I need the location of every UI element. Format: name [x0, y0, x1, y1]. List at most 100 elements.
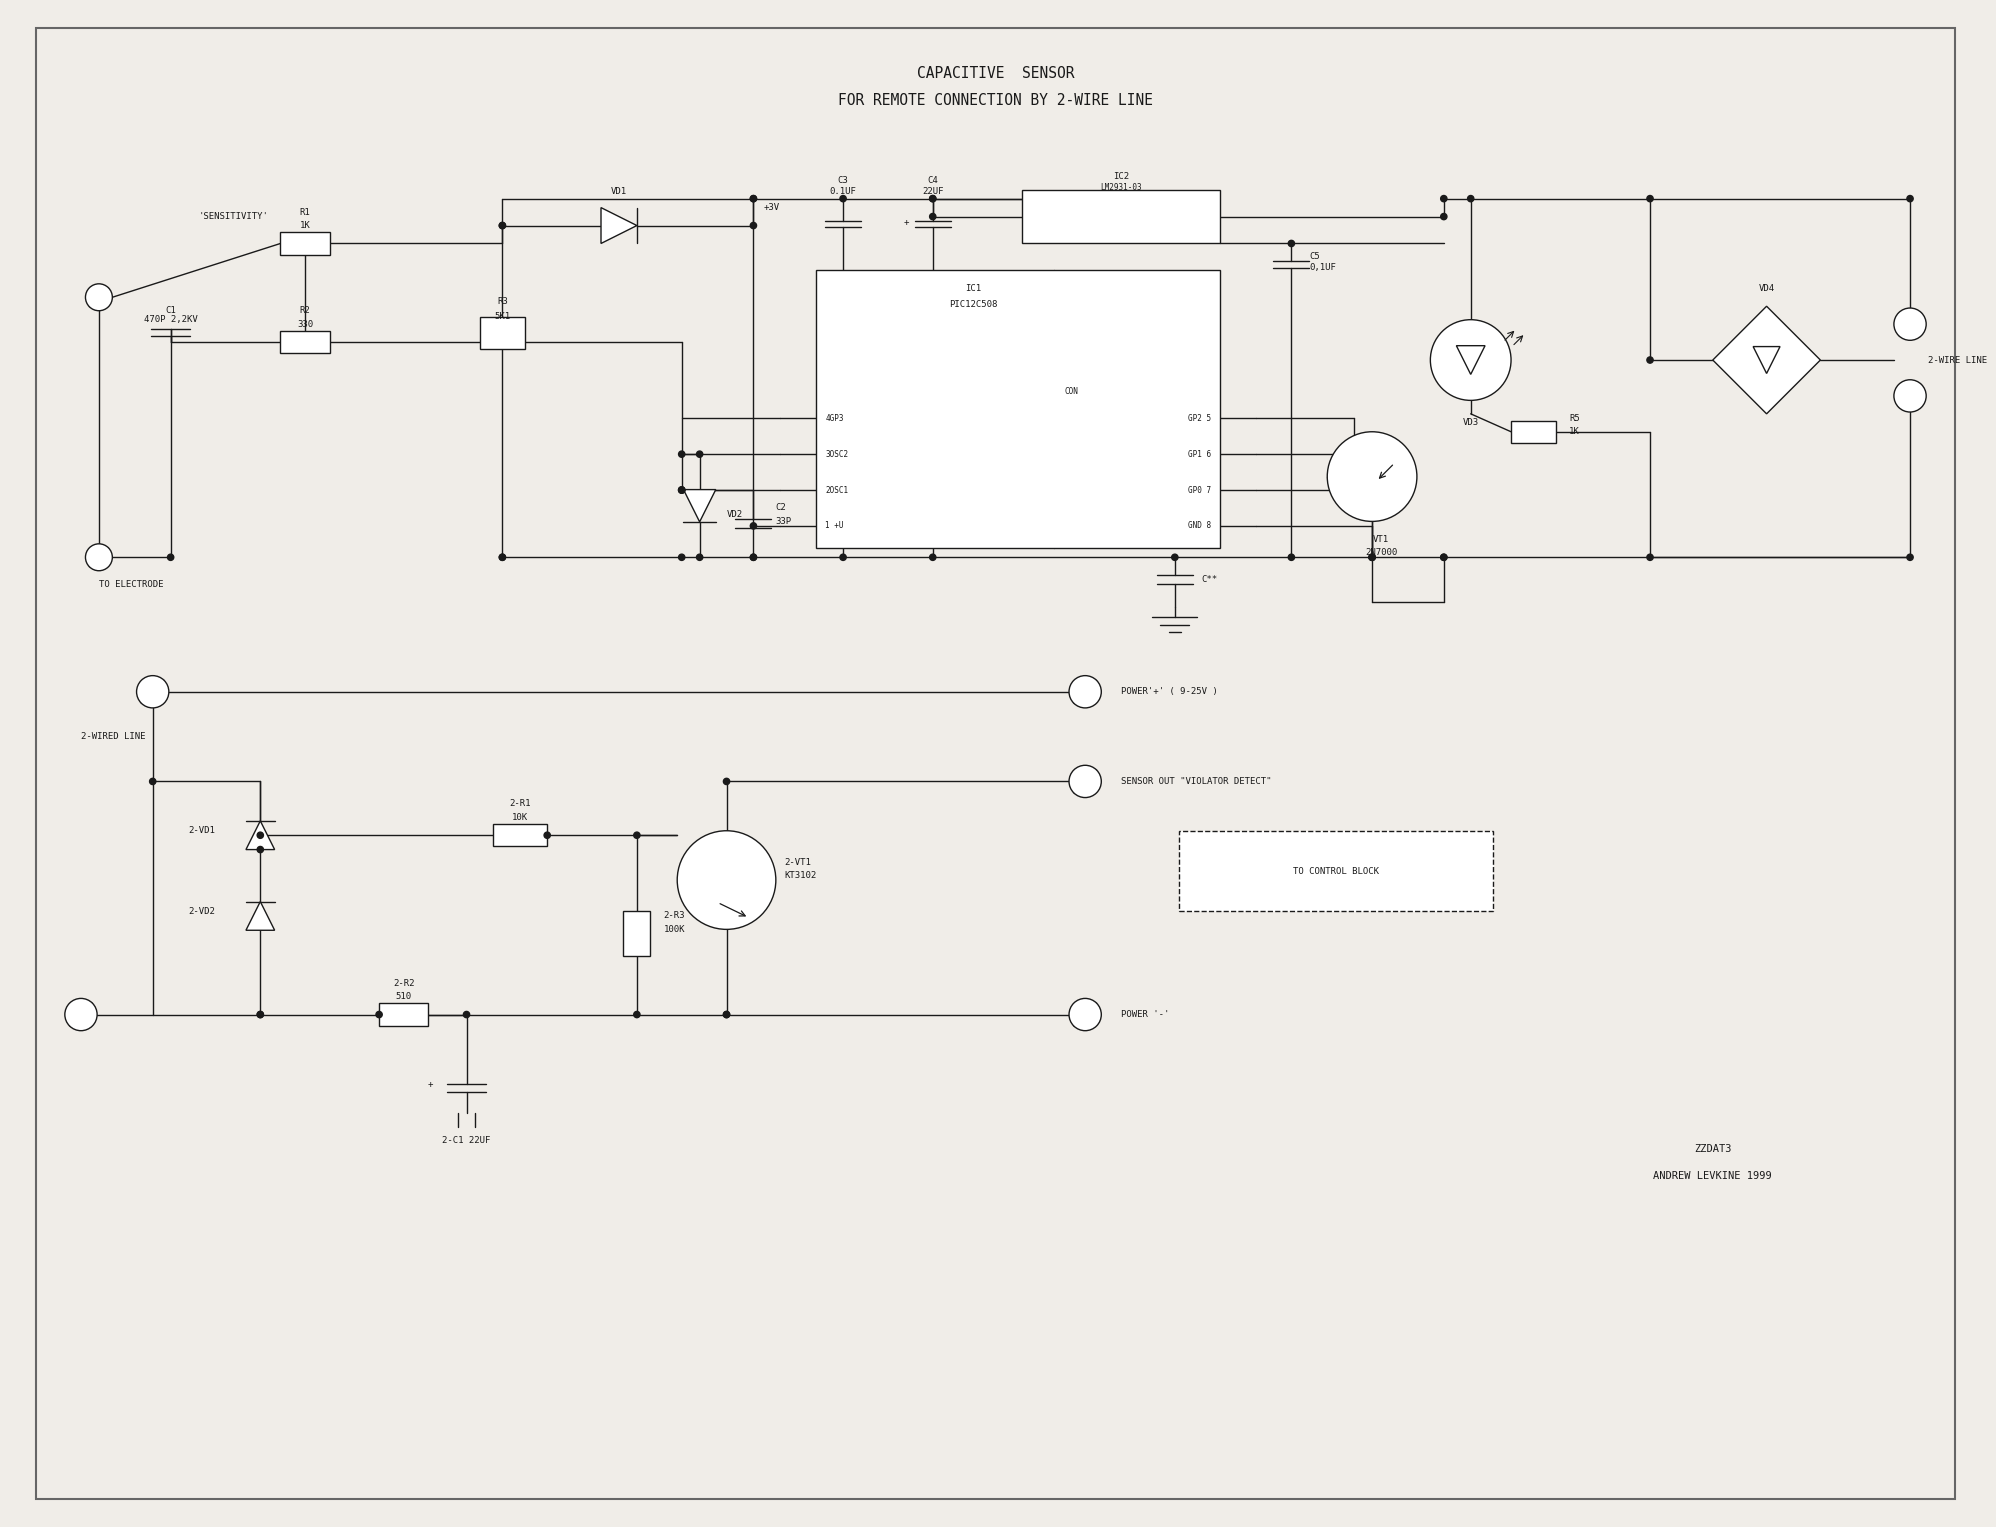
Circle shape [679, 450, 685, 457]
Circle shape [257, 846, 263, 852]
Polygon shape [246, 901, 275, 930]
Circle shape [930, 195, 936, 202]
Text: 470P 2,2KV: 470P 2,2KV [144, 315, 198, 324]
Text: ANDREW LEVKINE 1999: ANDREW LEVKINE 1999 [1653, 1171, 1772, 1180]
Text: C**: C** [1202, 576, 1218, 585]
Text: 2N7000: 2N7000 [1365, 548, 1397, 557]
Text: 2-VD1: 2-VD1 [188, 826, 216, 835]
Circle shape [375, 1011, 381, 1017]
Circle shape [463, 1011, 469, 1017]
Text: TO CONTROL BLOCK: TO CONTROL BLOCK [1293, 867, 1379, 875]
Text: 2-R3: 2-R3 [665, 912, 685, 921]
Text: CAPACITIVE  SENSOR: CAPACITIVE SENSOR [916, 66, 1074, 81]
Circle shape [1441, 554, 1447, 560]
Text: POWER'+' ( 9-25V ): POWER'+' ( 9-25V ) [1122, 687, 1218, 696]
Circle shape [750, 223, 756, 229]
Circle shape [635, 832, 641, 838]
Circle shape [1070, 675, 1102, 709]
Circle shape [1441, 554, 1447, 560]
Circle shape [930, 214, 936, 220]
Circle shape [257, 1011, 263, 1017]
Circle shape [499, 554, 505, 560]
Circle shape [1172, 554, 1178, 560]
Bar [479, 318, 525, 348]
Text: VD3: VD3 [1463, 418, 1479, 428]
Text: 1K: 1K [1569, 428, 1581, 437]
Circle shape [750, 195, 756, 202]
Text: 2-R1: 2-R1 [509, 799, 531, 808]
Text: SENSOR OUT "VIOLATOR DETECT": SENSOR OUT "VIOLATOR DETECT" [1122, 777, 1271, 786]
Circle shape [1369, 554, 1375, 560]
Circle shape [86, 284, 112, 310]
Text: 10K: 10K [513, 812, 529, 822]
Circle shape [136, 675, 170, 709]
Text: 5K1: 5K1 [495, 313, 511, 322]
Circle shape [1894, 380, 1926, 412]
Polygon shape [1752, 347, 1780, 374]
Text: 1K: 1K [299, 221, 311, 231]
Circle shape [697, 554, 703, 560]
Text: 2-WIRE LINE: 2-WIRE LINE [1928, 356, 1988, 365]
Circle shape [168, 554, 174, 560]
Circle shape [257, 832, 263, 838]
Text: IC1: IC1 [964, 284, 982, 293]
Circle shape [679, 487, 685, 493]
Circle shape [723, 1011, 731, 1017]
Text: C2: C2 [776, 504, 786, 513]
Circle shape [1647, 554, 1653, 560]
Circle shape [257, 1011, 263, 1017]
Circle shape [679, 487, 685, 493]
Text: 2-VD2: 2-VD2 [188, 907, 216, 916]
Circle shape [750, 554, 756, 560]
Text: POWER '-': POWER '-' [1122, 1009, 1170, 1019]
Text: GP2 5: GP2 5 [1188, 414, 1212, 423]
Circle shape [930, 554, 936, 560]
Text: C4: C4 [928, 176, 938, 185]
Circle shape [750, 554, 756, 560]
Text: CON: CON [1064, 386, 1078, 395]
Text: +: + [902, 218, 908, 228]
Circle shape [1369, 554, 1375, 560]
Text: 2-R2: 2-R2 [393, 979, 415, 988]
Text: C3: C3 [838, 176, 848, 185]
Bar [493, 825, 547, 846]
Circle shape [723, 779, 731, 785]
Bar [1022, 189, 1220, 243]
Circle shape [1327, 432, 1417, 521]
Text: 510: 510 [395, 993, 411, 1002]
Circle shape [1906, 554, 1914, 560]
Bar [1180, 831, 1493, 912]
Text: TO ELECTRODE: TO ELECTRODE [100, 580, 164, 589]
Circle shape [1647, 357, 1653, 363]
Circle shape [840, 195, 846, 202]
Circle shape [679, 487, 685, 493]
Circle shape [1369, 554, 1375, 560]
Bar [1511, 420, 1557, 443]
Circle shape [1647, 195, 1653, 202]
Text: VD4: VD4 [1758, 284, 1774, 293]
Text: R1: R1 [299, 208, 311, 217]
Text: 'SENSITIVITY': 'SENSITIVITY' [198, 212, 267, 221]
Text: VT1: VT1 [1373, 534, 1389, 544]
Text: VD2: VD2 [727, 510, 743, 519]
Circle shape [750, 195, 756, 202]
Text: 2-VT1: 2-VT1 [784, 858, 812, 867]
Circle shape [499, 223, 505, 229]
Polygon shape [246, 822, 275, 849]
Circle shape [1906, 195, 1914, 202]
Bar [379, 1003, 429, 1026]
Text: GP0 7: GP0 7 [1188, 486, 1212, 495]
Text: 0.1UF: 0.1UF [830, 186, 856, 195]
Text: R2: R2 [299, 307, 311, 315]
Polygon shape [1713, 307, 1820, 414]
Circle shape [1070, 999, 1102, 1031]
Circle shape [635, 1011, 641, 1017]
Text: 3OSC2: 3OSC2 [824, 449, 848, 458]
Bar [816, 270, 1220, 548]
Text: C1: C1 [166, 307, 176, 315]
Text: C5: C5 [1309, 252, 1319, 261]
Circle shape [1287, 554, 1295, 560]
Text: IC2: IC2 [1114, 171, 1130, 180]
Text: 1 +U: 1 +U [824, 521, 844, 530]
Text: LM2931-03: LM2931-03 [1100, 183, 1142, 192]
